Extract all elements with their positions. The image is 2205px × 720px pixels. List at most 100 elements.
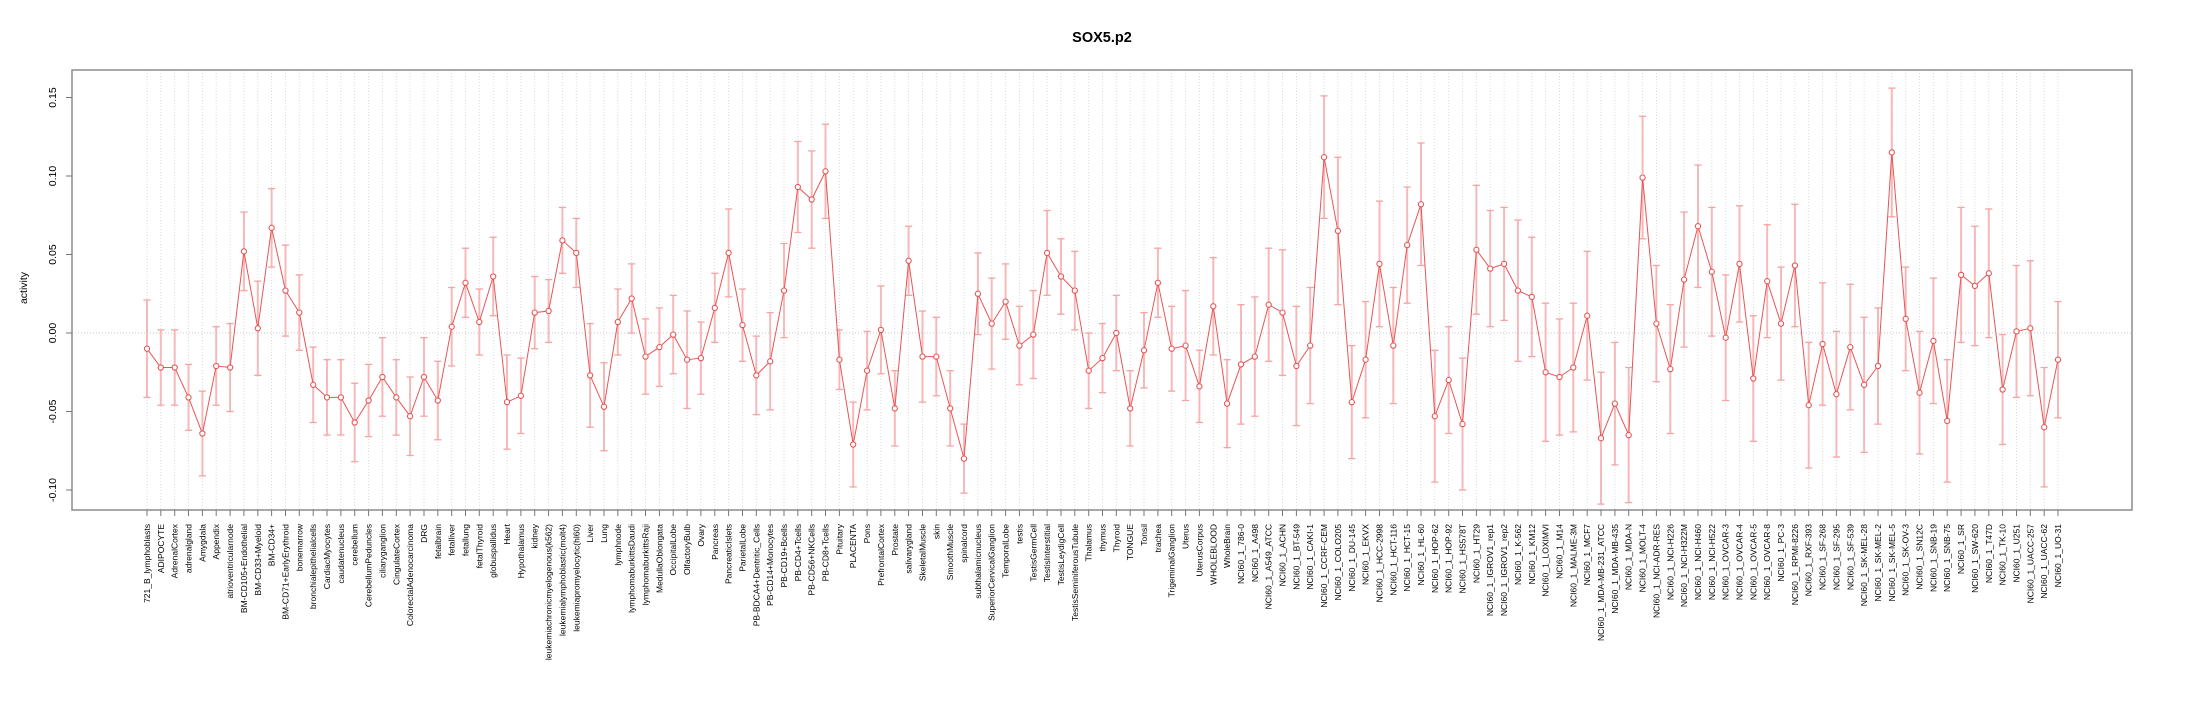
data-point	[517, 392, 525, 399]
x-tick-label: TestisSeminiferousTubule	[1070, 524, 1080, 621]
x-tick-label: Hypothalamus	[516, 524, 526, 578]
data-point	[2041, 424, 2048, 431]
x-tick-label: Uterus	[1181, 524, 1191, 549]
data-point	[1736, 260, 1743, 268]
x-tick-label: NCI60_1_OVCAR-8	[1762, 524, 1772, 600]
data-point	[850, 441, 857, 448]
x-tick-label: NCI60_1_KM12	[1527, 524, 1537, 585]
x-tick-label: TestisInterstitial	[1042, 524, 1052, 582]
data-point	[199, 430, 206, 437]
data-point	[1708, 268, 1715, 275]
x-tick-label: TONGUE	[1125, 524, 1135, 561]
data-point	[1667, 365, 1674, 373]
data-point	[1625, 431, 1632, 439]
data-point	[600, 403, 608, 410]
x-tick-label: Lung	[599, 524, 609, 543]
data-point	[1445, 376, 1452, 384]
error-bars	[143, 87, 2062, 505]
data-point	[1334, 227, 1342, 235]
x-tick-label: salivarygland	[904, 524, 914, 574]
data-point	[393, 394, 400, 401]
data-point	[891, 405, 898, 412]
data-point	[1168, 345, 1175, 352]
chart-title: SOX5.p2	[1072, 30, 1132, 46]
data-point	[794, 183, 801, 191]
x-tick-label: NCI60_1_SW-620	[1970, 524, 1980, 593]
data-point	[947, 405, 954, 412]
data-point	[905, 257, 912, 264]
data-point	[1140, 347, 1148, 354]
x-tick-label: Thyroid	[1111, 524, 1121, 553]
data-point	[476, 318, 483, 326]
x-tick-label: ColorectalAdenocarcinoma	[405, 524, 415, 626]
x-tick-label: NCI60_1_NCI-ADR-RES	[1651, 524, 1661, 618]
x-tick-label: NCI60_1_A498	[1250, 524, 1260, 582]
x-tick-label: PB-CD4+Tcells	[793, 524, 803, 581]
data-point	[1210, 303, 1217, 310]
x-tick-label: NCI60_1_SK-MEL-2	[1873, 524, 1883, 602]
data-point	[1971, 282, 1979, 290]
x-tick-label: NCI60_1_HL-60	[1416, 524, 1426, 586]
data-point	[1639, 174, 1646, 181]
vertical-gridlines	[146, 70, 2059, 510]
x-tick-label: leukemiapromyelocytic(hl60)	[571, 524, 581, 632]
x-tick-label: NCI60_1_T47D	[1984, 524, 1994, 583]
data-point	[1999, 386, 2006, 393]
data-point	[434, 397, 441, 404]
data-point	[1750, 375, 1757, 382]
data-point	[406, 413, 414, 420]
x-tick-label: NCI60_1_HT29	[1471, 524, 1481, 583]
data-point	[1611, 400, 1619, 407]
data-point	[310, 381, 317, 388]
x-tick-label: MedullaOblongata	[654, 524, 664, 593]
data-point	[1930, 337, 1937, 345]
data-point	[1722, 334, 1729, 341]
data-point	[974, 290, 982, 297]
data-point	[1085, 367, 1092, 374]
x-tick-label: Pituitary	[834, 523, 844, 554]
x-tick-label: subthalamicnucleus	[973, 524, 983, 599]
data-point	[1528, 293, 1535, 301]
data-point	[240, 248, 248, 255]
x-tick-label: AdrenalCortex	[170, 523, 180, 578]
data-point	[1680, 276, 1688, 283]
data-point	[531, 309, 538, 316]
x-tick-label: NCI60_1_SNB-75	[1942, 524, 1952, 592]
x-tick-label: NCI60_1_BT-549	[1291, 524, 1301, 590]
x-tick-label: NCI60_1_CAKI-1	[1305, 524, 1315, 590]
data-point	[1819, 340, 1826, 348]
x-tick-label: TemporalLobe	[1001, 524, 1011, 578]
x-tick-label: cerebellum	[350, 524, 360, 566]
data-point	[379, 373, 386, 381]
data-point	[739, 321, 746, 329]
x-tick-label: NCI60_1_HS578T	[1458, 524, 1468, 593]
x-tick-label: Pons	[862, 524, 872, 543]
x-axis: 721_B_lymphoblasts ADIPOCYTE AdrenalCortex…	[142, 510, 2063, 660]
data-point	[1500, 260, 1508, 268]
data-point	[420, 373, 428, 381]
data-point	[1584, 312, 1591, 319]
x-tick-label: NCI60_1_MDA-MB-435	[1610, 524, 1620, 614]
data-point	[1237, 361, 1245, 368]
x-tick-label: ParietalLobe	[738, 524, 748, 572]
y-tick-label: 0.15	[47, 87, 59, 108]
y-tick-label: -0.10	[47, 478, 59, 502]
x-tick-label: lymphnode	[613, 524, 623, 566]
data-point	[1057, 273, 1065, 280]
x-tick-label: trachea	[1153, 524, 1163, 553]
data-point	[1431, 413, 1438, 420]
data-point	[1888, 149, 1895, 156]
x-tick-label: NCI60_1_MDA-MB-231_ATCC	[1596, 524, 1606, 641]
x-tick-label: leukemialymphoblastic(molt4)	[557, 524, 567, 636]
y-tick-label: 0.00	[47, 323, 59, 344]
data-point	[863, 367, 871, 374]
data-point	[1542, 369, 1549, 376]
data-point	[337, 394, 345, 401]
data-point	[960, 455, 968, 462]
x-tick-label: WholeBrain	[1222, 524, 1232, 568]
data-point	[1556, 373, 1563, 381]
x-tick-label: NCI60_1_SNB-19	[1928, 524, 1938, 592]
x-tick-label: PB-CD19+Bcells	[779, 524, 789, 588]
